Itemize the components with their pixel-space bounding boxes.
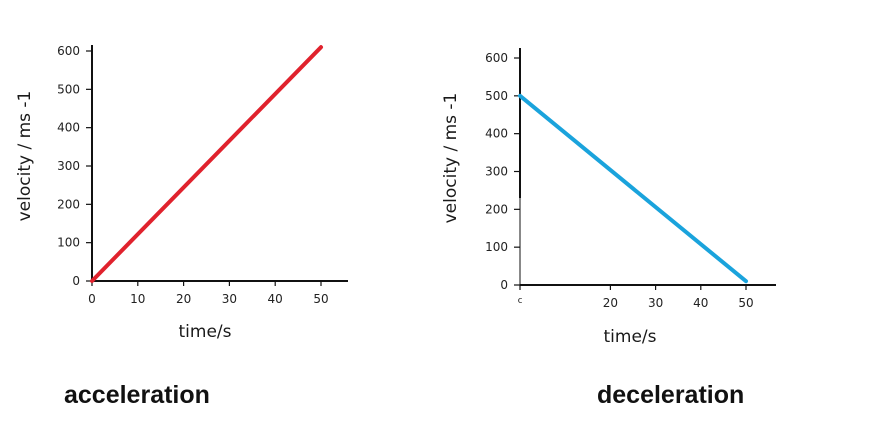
- y-tick-label: 400: [57, 121, 80, 135]
- y-tick-label: 100: [57, 236, 80, 250]
- acceleration-chart: 0 100 200 300 400 500 600 0 10 20 30 40 50 time/s ve…: [15, 44, 348, 409]
- y-tick-label: 0: [72, 274, 80, 288]
- x-tick-label: 0: [88, 292, 96, 306]
- y-axis-title: velocity / ms -1: [441, 93, 461, 224]
- y-tick-label: 600: [485, 51, 508, 65]
- chart-caption: acceleration: [64, 381, 210, 409]
- series-line: [518, 93, 748, 284]
- x-tick-label: 50: [738, 296, 753, 310]
- x-axis-title: time/s: [179, 322, 232, 342]
- x-tick-label: 40: [268, 292, 283, 306]
- y-tick-label: 300: [57, 159, 80, 173]
- x-tick-label: 10: [130, 292, 145, 306]
- x-tick-label: ᑦ: [517, 296, 522, 310]
- y-tick-label: 600: [57, 44, 80, 58]
- y-tick-label: 500: [57, 82, 80, 96]
- y-tick-label: 300: [485, 165, 508, 179]
- deceleration-chart: 0 100 200 300 400 500 600 ᑦ 20 30 40 50 time/s velo…: [441, 48, 776, 409]
- x-tick-label: 50: [313, 292, 328, 306]
- x-axis-title: time/s: [604, 327, 657, 347]
- y-tick-label: 100: [485, 240, 508, 254]
- y-tick-label: 200: [57, 197, 80, 211]
- x-tick-label: 30: [222, 292, 237, 306]
- x-tick-label: 30: [648, 296, 663, 310]
- y-tick-label: 200: [485, 202, 508, 216]
- x-tick-label: 20: [603, 296, 618, 310]
- y-tick-label: 400: [485, 127, 508, 141]
- y-axis-title: velocity / ms -1: [15, 91, 35, 222]
- x-tick-label: 20: [176, 292, 191, 306]
- x-tick-label: 40: [693, 296, 708, 310]
- y-tick-label: 0: [500, 278, 508, 292]
- chart-caption: deceleration: [597, 381, 744, 409]
- y-tick-label: 500: [485, 89, 508, 103]
- series-line: [90, 45, 323, 283]
